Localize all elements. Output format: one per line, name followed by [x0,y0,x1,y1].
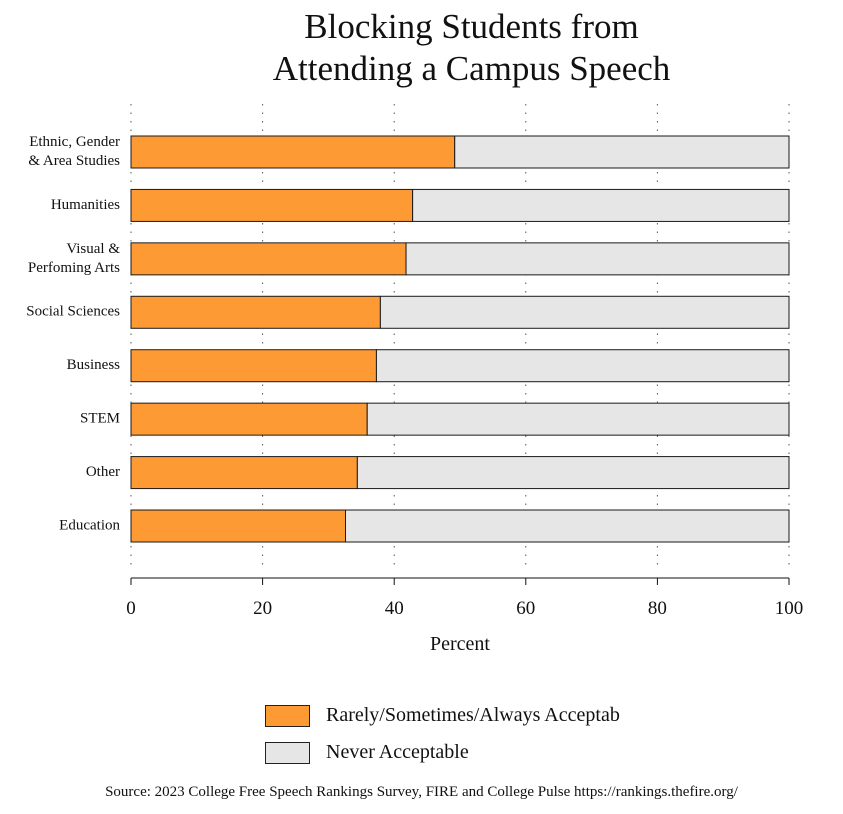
legend-swatch-acceptable [265,704,310,727]
bar-3-series-0 [130,295,381,329]
bar-7-series-1 [345,509,790,543]
bar-4-series-0 [130,349,377,383]
x-tick-label-4: 80 [648,598,667,619]
bar-4-series-1 [375,349,790,383]
category-label-0-line-0: Ethnic, Gender [29,134,120,150]
source-note: Source: 2023 College Free Speech Ranking… [105,784,738,800]
x-tick-label-0: 0 [126,598,136,619]
bar-0-series-0 [130,135,456,169]
chart-title-line-1: Blocking Students from [304,7,639,46]
chart-title-line-2: Attending a Campus Speech [272,49,671,88]
bar-5-series-1 [366,402,790,436]
bar-5-series-0 [130,402,368,436]
legend-swatch-never [265,741,310,764]
category-label-1: Humanities [51,197,120,213]
x-tick-label-3: 60 [516,598,535,619]
x-axis-title: Percent [430,633,490,655]
category-label-2-line-0: Visual & [66,241,120,257]
category-label-5: STEM [80,411,120,427]
legend-item-acceptable: Rarely/Sometimes/Always Acceptab [265,697,620,734]
x-tick-label-2: 40 [385,598,404,619]
x-tick-label-5: 100 [775,598,804,619]
category-label-7: Education [59,517,120,533]
bar-chart: Ethnic, Gender & Area Studies Humanities Vi… [26,104,804,655]
bar-6-series-0 [130,456,358,490]
category-label-2-line-1: Perfoming Arts [28,260,120,276]
category-label-4: Business [67,357,121,373]
chart-title: Blocking Students from Attending a Campu… [50,6,843,90]
bar-1-series-1 [412,188,790,222]
legend-label-never: Never Acceptable [326,741,469,763]
bar-2-series-0 [130,242,407,276]
bar-3-series-1 [379,295,790,329]
x-tick-label-1: 20 [253,598,272,619]
bar-2-series-1 [405,242,790,276]
bar-0-series-1 [454,135,790,169]
bar-1-series-0 [130,188,414,222]
category-label-6: Other [86,464,120,480]
bar-6-series-1 [356,456,790,490]
category-label-0-line-1: & Area Studies [28,153,120,169]
category-label-3: Social Sciences [26,304,120,320]
legend: Rarely/Sometimes/Always Acceptab Never A… [265,697,620,771]
bar-7-series-0 [130,509,347,543]
legend-item-never: Never Acceptable [265,734,620,771]
legend-label-acceptable: Rarely/Sometimes/Always Acceptab [326,704,620,726]
